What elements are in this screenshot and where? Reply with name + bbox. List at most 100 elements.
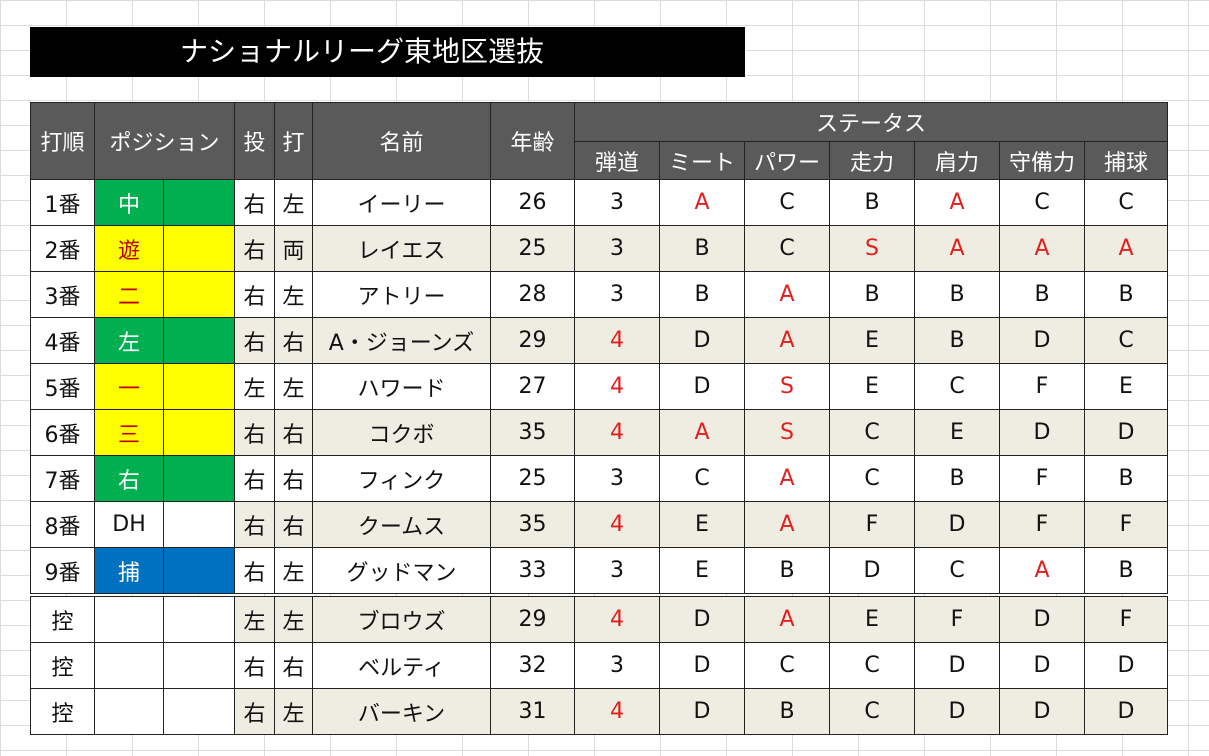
cell-stat[interactable]: A xyxy=(1084,225,1168,272)
cell-bats[interactable]: 右 xyxy=(274,501,313,548)
cell-position[interactable]: 二 xyxy=(94,271,164,318)
cell-order[interactable]: 7番 xyxy=(30,455,95,502)
cell-throws[interactable]: 右 xyxy=(234,225,275,272)
cell-stat[interactable]: B xyxy=(829,179,915,226)
cell-stat[interactable]: D xyxy=(1084,688,1168,735)
cell-stat[interactable]: 4 xyxy=(574,593,660,643)
cell-stat[interactable]: A xyxy=(999,547,1085,596)
cell-order[interactable]: 8番 xyxy=(30,501,95,548)
cell-order[interactable]: 3番 xyxy=(30,271,95,318)
cell-stat[interactable]: 3 xyxy=(574,271,660,318)
cell-stat[interactable]: C xyxy=(829,409,915,456)
cell-stat[interactable]: C xyxy=(744,225,830,272)
cell-position-fill[interactable] xyxy=(163,455,235,502)
cell-stat[interactable]: F xyxy=(999,363,1085,410)
cell-stat[interactable]: D xyxy=(914,688,1000,735)
cell-stat[interactable]: A xyxy=(999,225,1085,272)
cell-bats[interactable]: 右 xyxy=(274,317,313,364)
cell-stat[interactable]: B xyxy=(829,271,915,318)
cell-position[interactable]: 右 xyxy=(94,455,164,502)
cell-position[interactable] xyxy=(94,688,164,735)
cell-name[interactable]: グッドマン xyxy=(312,547,491,596)
cell-age[interactable]: 29 xyxy=(490,317,575,364)
cell-stat[interactable]: D xyxy=(659,593,745,643)
cell-position[interactable]: 左 xyxy=(94,317,164,364)
cell-stat[interactable]: C xyxy=(914,547,1000,596)
cell-stat[interactable]: A xyxy=(914,225,1000,272)
cell-stat[interactable]: A xyxy=(914,179,1000,226)
cell-bats[interactable]: 左 xyxy=(274,547,313,596)
cell-position[interactable]: 一 xyxy=(94,363,164,410)
cell-stat[interactable]: A xyxy=(744,593,830,643)
cell-name[interactable]: バーキン xyxy=(312,688,491,735)
cell-order[interactable]: 1番 xyxy=(30,179,95,226)
cell-position-fill[interactable] xyxy=(163,688,235,735)
cell-stat[interactable]: B xyxy=(914,271,1000,318)
cell-age[interactable]: 25 xyxy=(490,455,575,502)
cell-stat[interactable]: 4 xyxy=(574,688,660,735)
cell-stat[interactable]: D xyxy=(999,642,1085,689)
cell-order[interactable]: 9番 xyxy=(30,547,95,596)
cell-stat[interactable]: E xyxy=(914,409,1000,456)
cell-throws[interactable]: 右 xyxy=(234,688,275,735)
cell-throws[interactable]: 右 xyxy=(234,317,275,364)
cell-stat[interactable]: 4 xyxy=(574,317,660,364)
cell-age[interactable]: 35 xyxy=(490,501,575,548)
cell-stat[interactable]: D xyxy=(914,642,1000,689)
cell-stat[interactable]: 3 xyxy=(574,547,660,596)
cell-stat[interactable]: C xyxy=(1084,179,1168,226)
cell-stat[interactable]: C xyxy=(999,179,1085,226)
cell-stat[interactable]: D xyxy=(1084,642,1168,689)
cell-position-fill[interactable] xyxy=(163,642,235,689)
cell-position[interactable] xyxy=(94,642,164,689)
cell-age[interactable]: 26 xyxy=(490,179,575,226)
cell-stat[interactable]: D xyxy=(999,593,1085,643)
cell-stat[interactable]: 4 xyxy=(574,363,660,410)
cell-age[interactable]: 28 xyxy=(490,271,575,318)
cell-bats[interactable]: 右 xyxy=(274,642,313,689)
cell-stat[interactable]: 3 xyxy=(574,179,660,226)
cell-stat[interactable]: A xyxy=(744,455,830,502)
cell-age[interactable]: 27 xyxy=(490,363,575,410)
cell-position[interactable]: 捕 xyxy=(94,547,164,596)
cell-stat[interactable]: F xyxy=(914,593,1000,643)
cell-position[interactable]: 三 xyxy=(94,409,164,456)
cell-throws[interactable]: 右 xyxy=(234,642,275,689)
cell-stat[interactable]: F xyxy=(999,455,1085,502)
cell-stat[interactable]: S xyxy=(744,409,830,456)
cell-age[interactable]: 33 xyxy=(490,547,575,596)
cell-stat[interactable]: B xyxy=(1084,271,1168,318)
cell-position-fill[interactable] xyxy=(163,179,235,226)
cell-bats[interactable]: 右 xyxy=(274,409,313,456)
cell-stat[interactable]: E xyxy=(1084,363,1168,410)
cell-stat[interactable]: C xyxy=(1084,317,1168,364)
cell-stat[interactable]: A xyxy=(659,409,745,456)
cell-position-fill[interactable] xyxy=(163,501,235,548)
cell-stat[interactable]: F xyxy=(829,501,915,548)
cell-name[interactable]: イーリー xyxy=(312,179,491,226)
cell-stat[interactable]: A xyxy=(659,179,745,226)
cell-stat[interactable]: B xyxy=(659,271,745,318)
cell-order[interactable]: 4番 xyxy=(30,317,95,364)
cell-stat[interactable]: 3 xyxy=(574,642,660,689)
cell-stat[interactable]: S xyxy=(829,225,915,272)
cell-stat[interactable]: 3 xyxy=(574,455,660,502)
cell-stat[interactable]: D xyxy=(829,547,915,596)
cell-bats[interactable]: 左 xyxy=(274,688,313,735)
cell-stat[interactable]: F xyxy=(1084,593,1168,643)
cell-stat[interactable]: E xyxy=(659,501,745,548)
cell-name[interactable]: フィンク xyxy=(312,455,491,502)
cell-position-fill[interactable] xyxy=(163,225,235,272)
cell-position[interactable] xyxy=(94,593,164,643)
cell-age[interactable]: 32 xyxy=(490,642,575,689)
cell-order[interactable]: 控 xyxy=(30,688,95,735)
cell-stat[interactable]: D xyxy=(659,363,745,410)
cell-stat[interactable]: B xyxy=(914,317,1000,364)
cell-throws[interactable]: 左 xyxy=(234,593,275,643)
cell-throws[interactable]: 右 xyxy=(234,179,275,226)
cell-stat[interactable]: F xyxy=(1084,501,1168,548)
cell-stat[interactable]: D xyxy=(1084,409,1168,456)
cell-stat[interactable]: D xyxy=(914,501,1000,548)
cell-throws[interactable]: 右 xyxy=(234,547,275,596)
cell-stat[interactable]: B xyxy=(914,455,1000,502)
